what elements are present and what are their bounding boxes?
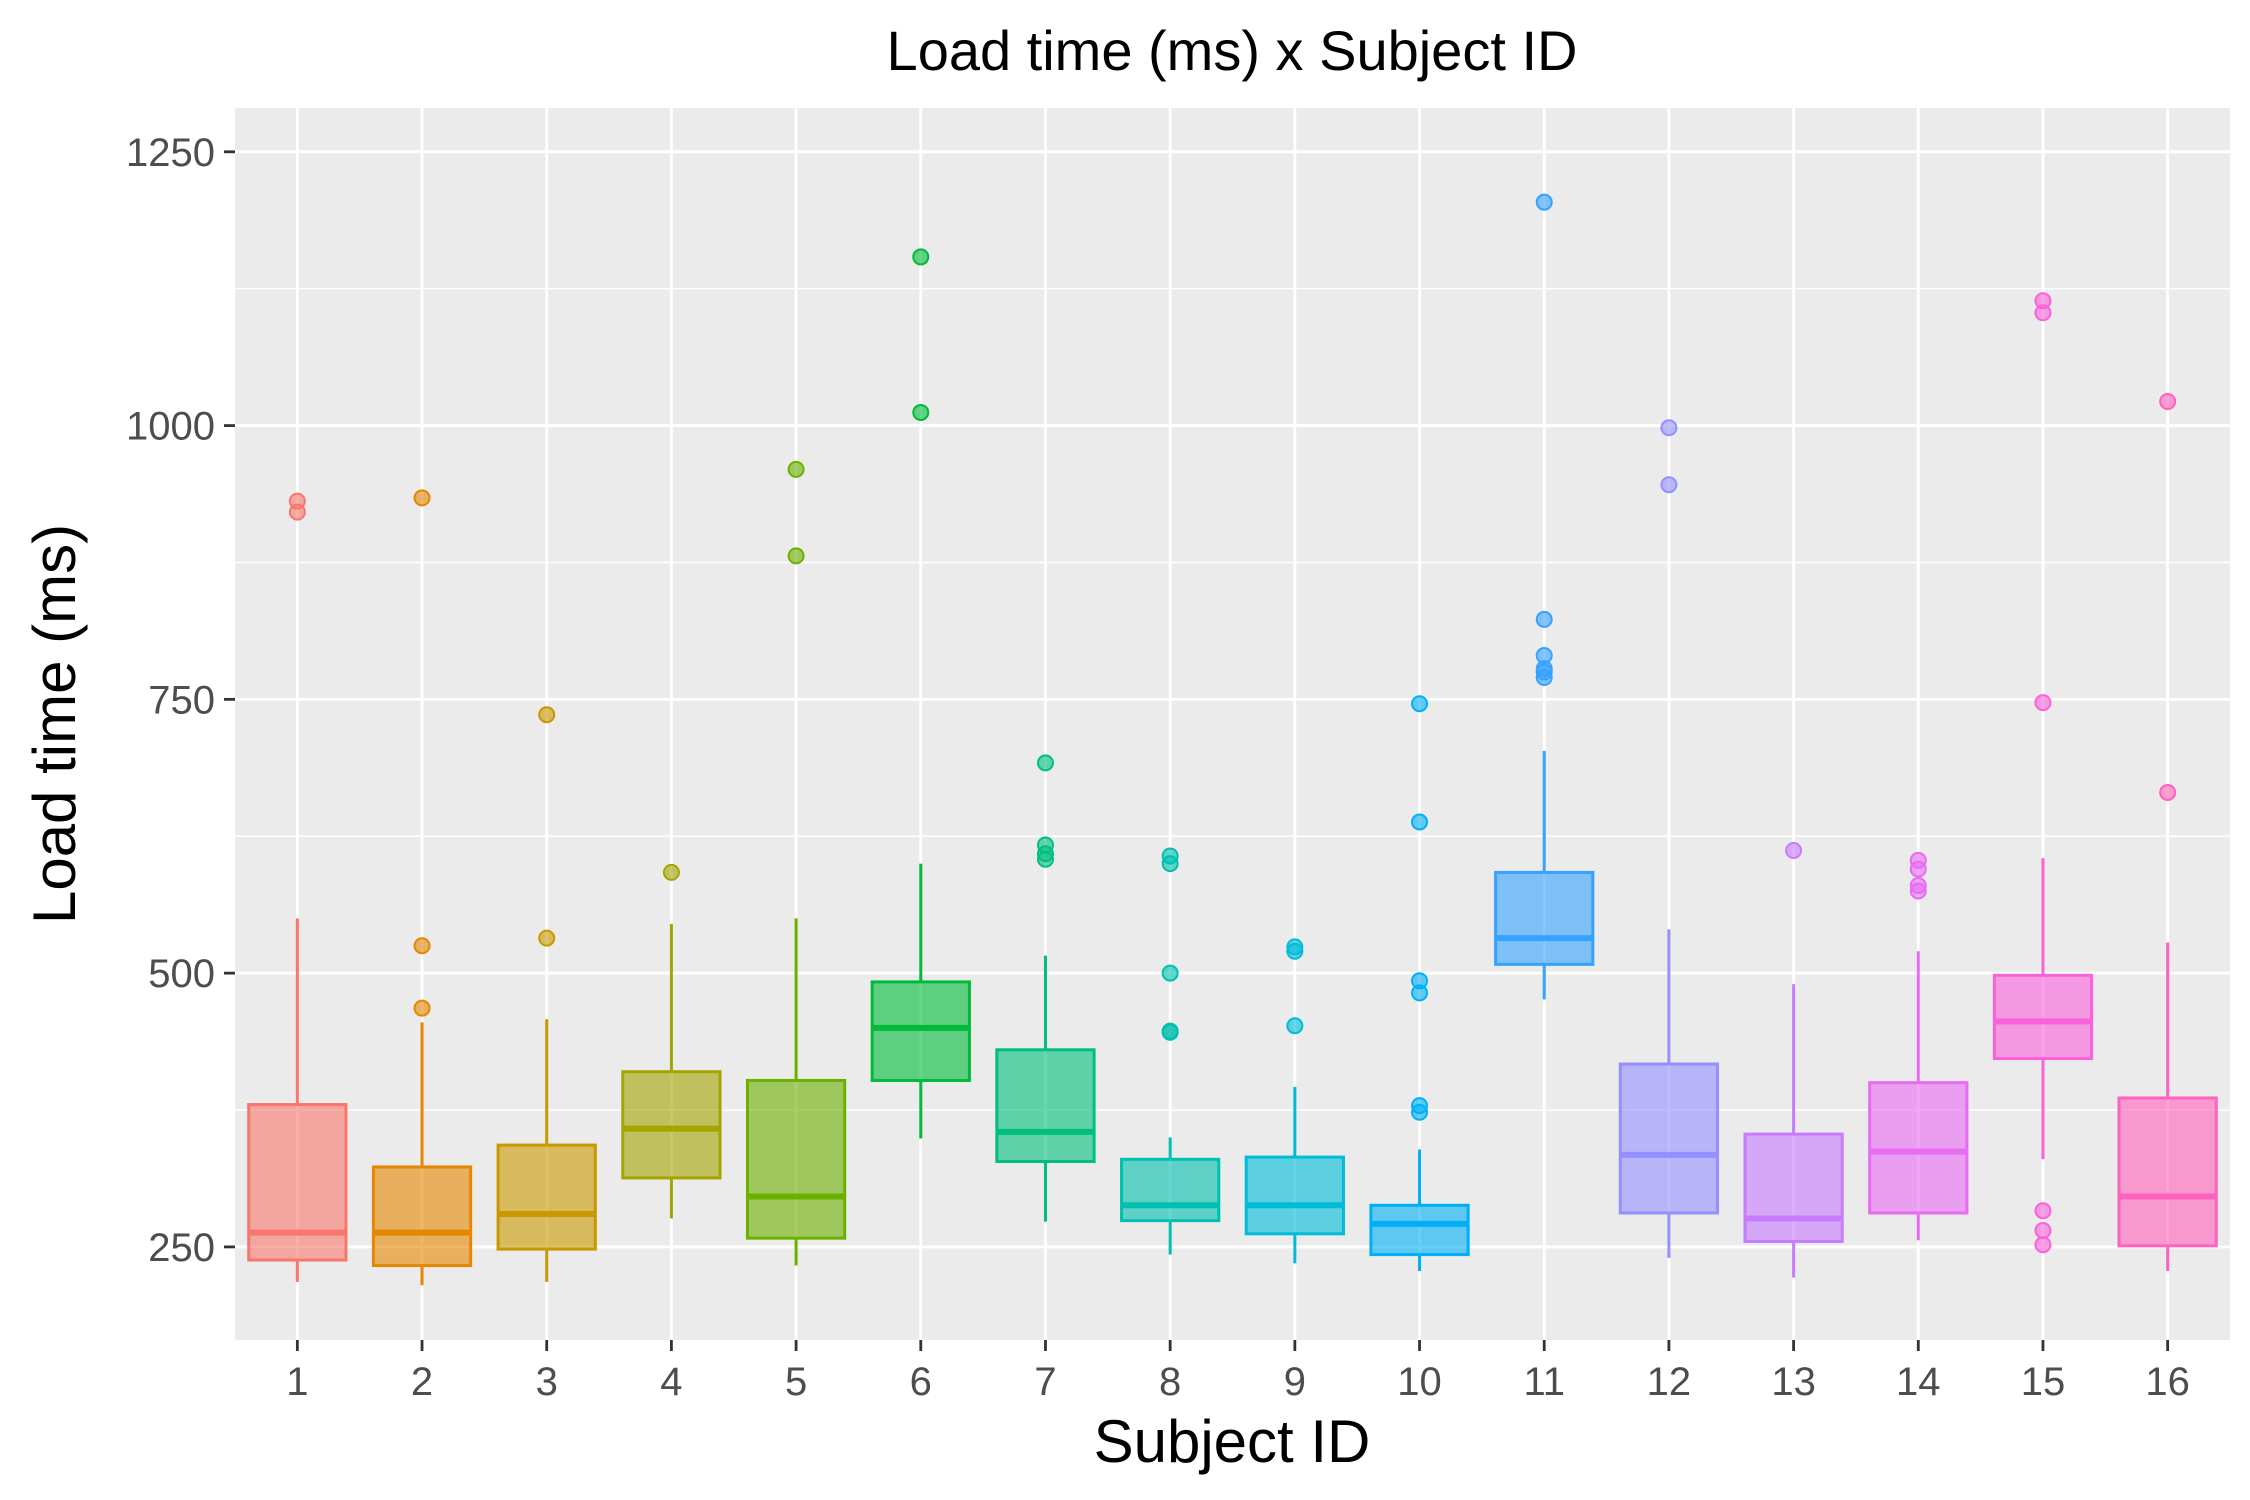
outlier-point: [1036, 836, 1054, 854]
x-tick-label: 10: [1397, 1360, 1442, 1404]
outlier-point: [662, 863, 680, 881]
x-tick-label: 12: [1647, 1360, 1692, 1404]
outlier-point: [538, 706, 556, 724]
box-iqr: [1369, 1203, 1470, 1257]
outlier-point: [288, 492, 306, 510]
box-iqr: [870, 980, 971, 1082]
outlier-point: [912, 248, 930, 266]
outlier-point: [912, 403, 930, 421]
x-tick-label: 13: [1771, 1360, 1816, 1404]
x-tick-label: 4: [660, 1360, 682, 1404]
x-tick-label: 8: [1159, 1360, 1181, 1404]
box-group-1: [247, 492, 348, 1282]
x-tick-label: 15: [2021, 1360, 2066, 1404]
box-iqr: [1618, 1062, 1720, 1215]
box-group-12: [1618, 419, 1720, 1258]
box-iqr: [1868, 1081, 1969, 1215]
box-group-5: [745, 460, 847, 1266]
outlier-point: [2034, 1221, 2052, 1239]
outlier-point: [538, 929, 556, 947]
outlier-point: [2034, 694, 2052, 712]
box-iqr: [1494, 870, 1595, 966]
chart-title: Load time (ms) x Subject ID: [887, 19, 1578, 82]
y-tick-label: 1250: [126, 131, 215, 175]
box-group-11: [1494, 193, 1595, 1000]
boxes: [247, 193, 2218, 1286]
outlier-point: [1535, 647, 1553, 665]
outlier-point: [2034, 1236, 2052, 1254]
outlier-point: [1411, 813, 1429, 831]
box-group-15: [1992, 292, 2094, 1254]
box-group-13: [1743, 841, 1844, 1278]
x-tick-label: 9: [1284, 1360, 1306, 1404]
x-tick-label: 16: [2145, 1360, 2190, 1404]
y-tick-label: 1000: [126, 405, 215, 449]
x-axis-title: Subject ID: [1094, 1408, 1371, 1475]
outlier-point: [2159, 783, 2177, 801]
outlier-point: [1036, 754, 1054, 772]
x-tick-label: 11: [1523, 1360, 1565, 1404]
outlier-point: [1411, 1097, 1429, 1115]
box-group-14: [1868, 851, 1969, 1241]
box-group-4: [621, 863, 722, 1219]
outlier-point: [2159, 392, 2177, 410]
outlier-point: [1535, 193, 1553, 211]
x-tick-label: 14: [1896, 1360, 1941, 1404]
outlier-point: [413, 999, 431, 1017]
x-tick-label: 7: [1034, 1360, 1056, 1404]
y-tick-label: 500: [148, 952, 215, 996]
outlier-point: [1161, 964, 1179, 982]
x-tick-label: 1: [286, 1360, 308, 1404]
box-group-8: [1120, 847, 1221, 1255]
outlier-point: [1909, 877, 1927, 895]
outlier-point: [1909, 851, 1927, 869]
box-iqr: [1244, 1155, 1345, 1236]
y-axis: 250 500 750 1000 1250: [126, 131, 235, 1270]
y-tick-label: 250: [148, 1226, 215, 1270]
box-group-16: [2117, 392, 2218, 1272]
box-group-9: [1244, 938, 1345, 1264]
outlier-point: [413, 937, 431, 955]
box-group-3: [496, 706, 597, 1282]
box-iqr: [247, 1103, 348, 1262]
outlier-point: [1785, 841, 1803, 859]
outlier-point: [1411, 972, 1429, 990]
box-iqr: [995, 1048, 1096, 1163]
outlier-point: [1660, 419, 1678, 437]
outlier-point: [2034, 292, 2052, 310]
box-iqr: [496, 1143, 597, 1251]
outlier-point: [1161, 847, 1179, 865]
box-iqr: [745, 1078, 847, 1240]
box-iqr: [1992, 973, 2094, 1061]
outlier-point: [787, 460, 805, 478]
y-axis-title: Load time (ms): [21, 524, 88, 924]
outlier-point: [1286, 938, 1304, 956]
y-tick-label: 750: [148, 678, 215, 722]
x-tick-label: 2: [411, 1360, 433, 1404]
x-tick-label: 3: [536, 1360, 558, 1404]
x-tick-label: 5: [785, 1360, 807, 1404]
outlier-point: [2034, 1202, 2052, 1220]
box-group-6: [870, 248, 971, 1139]
x-tick-label: 6: [910, 1360, 932, 1404]
outlier-point: [1660, 476, 1678, 494]
x-axis: 1 2 3 4 5 6 7 8 9 10 11 12 13 14 15 16: [286, 1340, 2190, 1404]
outlier-point: [1411, 695, 1429, 713]
box-iqr: [1743, 1132, 1844, 1243]
box-group-7: [995, 754, 1096, 1222]
outlier-point: [1161, 1022, 1179, 1040]
outlier-point: [1535, 610, 1553, 628]
box-iqr: [371, 1165, 473, 1268]
outlier-point: [413, 489, 431, 507]
box-iqr: [621, 1070, 722, 1180]
box-group-2: [371, 489, 473, 1286]
outlier-point: [1286, 1017, 1304, 1035]
box-iqr: [2117, 1096, 2218, 1248]
box-group-10: [1369, 695, 1470, 1272]
box-iqr: [1120, 1157, 1221, 1223]
outlier-point: [787, 547, 805, 565]
